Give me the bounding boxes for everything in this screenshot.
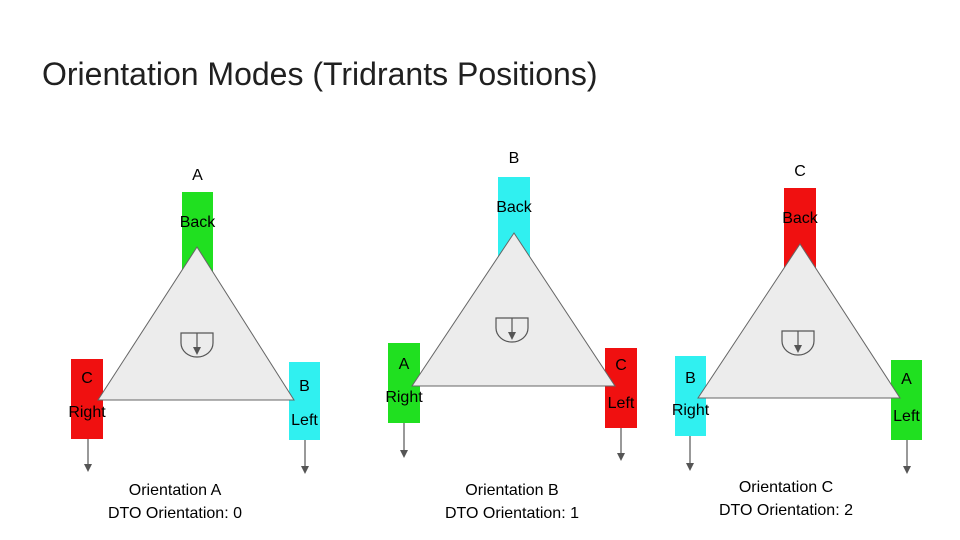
caption-title: Orientation C (738, 479, 834, 496)
caption-orientation-b: Orientation B DTO Orientation: 1 (392, 479, 632, 525)
left-bar (289, 362, 320, 440)
left-bar (891, 360, 922, 440)
right-letter: C (81, 370, 93, 387)
tridrant-symbol-icon (495, 317, 529, 343)
right-bar (71, 359, 103, 439)
left-label: Left (291, 412, 318, 429)
diagram-orientation-a: A Back C Right B Left (68, 167, 320, 474)
right-letter: B (685, 370, 696, 387)
slide-title: Orientation Modes (Tridrants Positions) (42, 56, 598, 92)
tridrant-symbol-icon (180, 332, 214, 358)
caption-dto: DTO Orientation: 1 (445, 505, 579, 522)
back-label: Back (180, 214, 217, 231)
triangle-body (97, 246, 295, 401)
diagram-orientation-b: B Back A Right C Left (385, 150, 637, 461)
caption-orientation-c: Orientation C DTO Orientation: 2 (666, 476, 906, 522)
tridrant-symbol-icon (781, 330, 815, 356)
caption-title: Orientation B (465, 482, 559, 499)
caption-dto: DTO Orientation: 2 (719, 502, 853, 519)
right-label: Right (68, 404, 106, 421)
caption-orientation-a: Orientation A DTO Orientation: 0 (55, 479, 295, 525)
right-label: Right (385, 389, 423, 406)
left-label: Left (608, 395, 635, 412)
left-letter: A (901, 371, 912, 388)
back-label: Back (496, 199, 533, 216)
triangle-body (697, 243, 901, 399)
right-label: Right (672, 402, 710, 419)
left-letter: C (615, 357, 627, 374)
left-label: Left (893, 408, 920, 425)
back-letter: C (794, 163, 806, 180)
diagram-orientation-c: C Back B Right A Left (672, 163, 922, 474)
left-letter: B (299, 378, 310, 395)
right-letter: A (399, 356, 410, 373)
back-letter: A (192, 167, 203, 184)
triangle-body (411, 232, 616, 387)
left-bar (605, 348, 637, 428)
back-label: Back (782, 210, 819, 227)
caption-title: Orientation A (128, 482, 222, 499)
back-letter: B (509, 150, 520, 167)
caption-dto: DTO Orientation: 0 (108, 505, 242, 522)
